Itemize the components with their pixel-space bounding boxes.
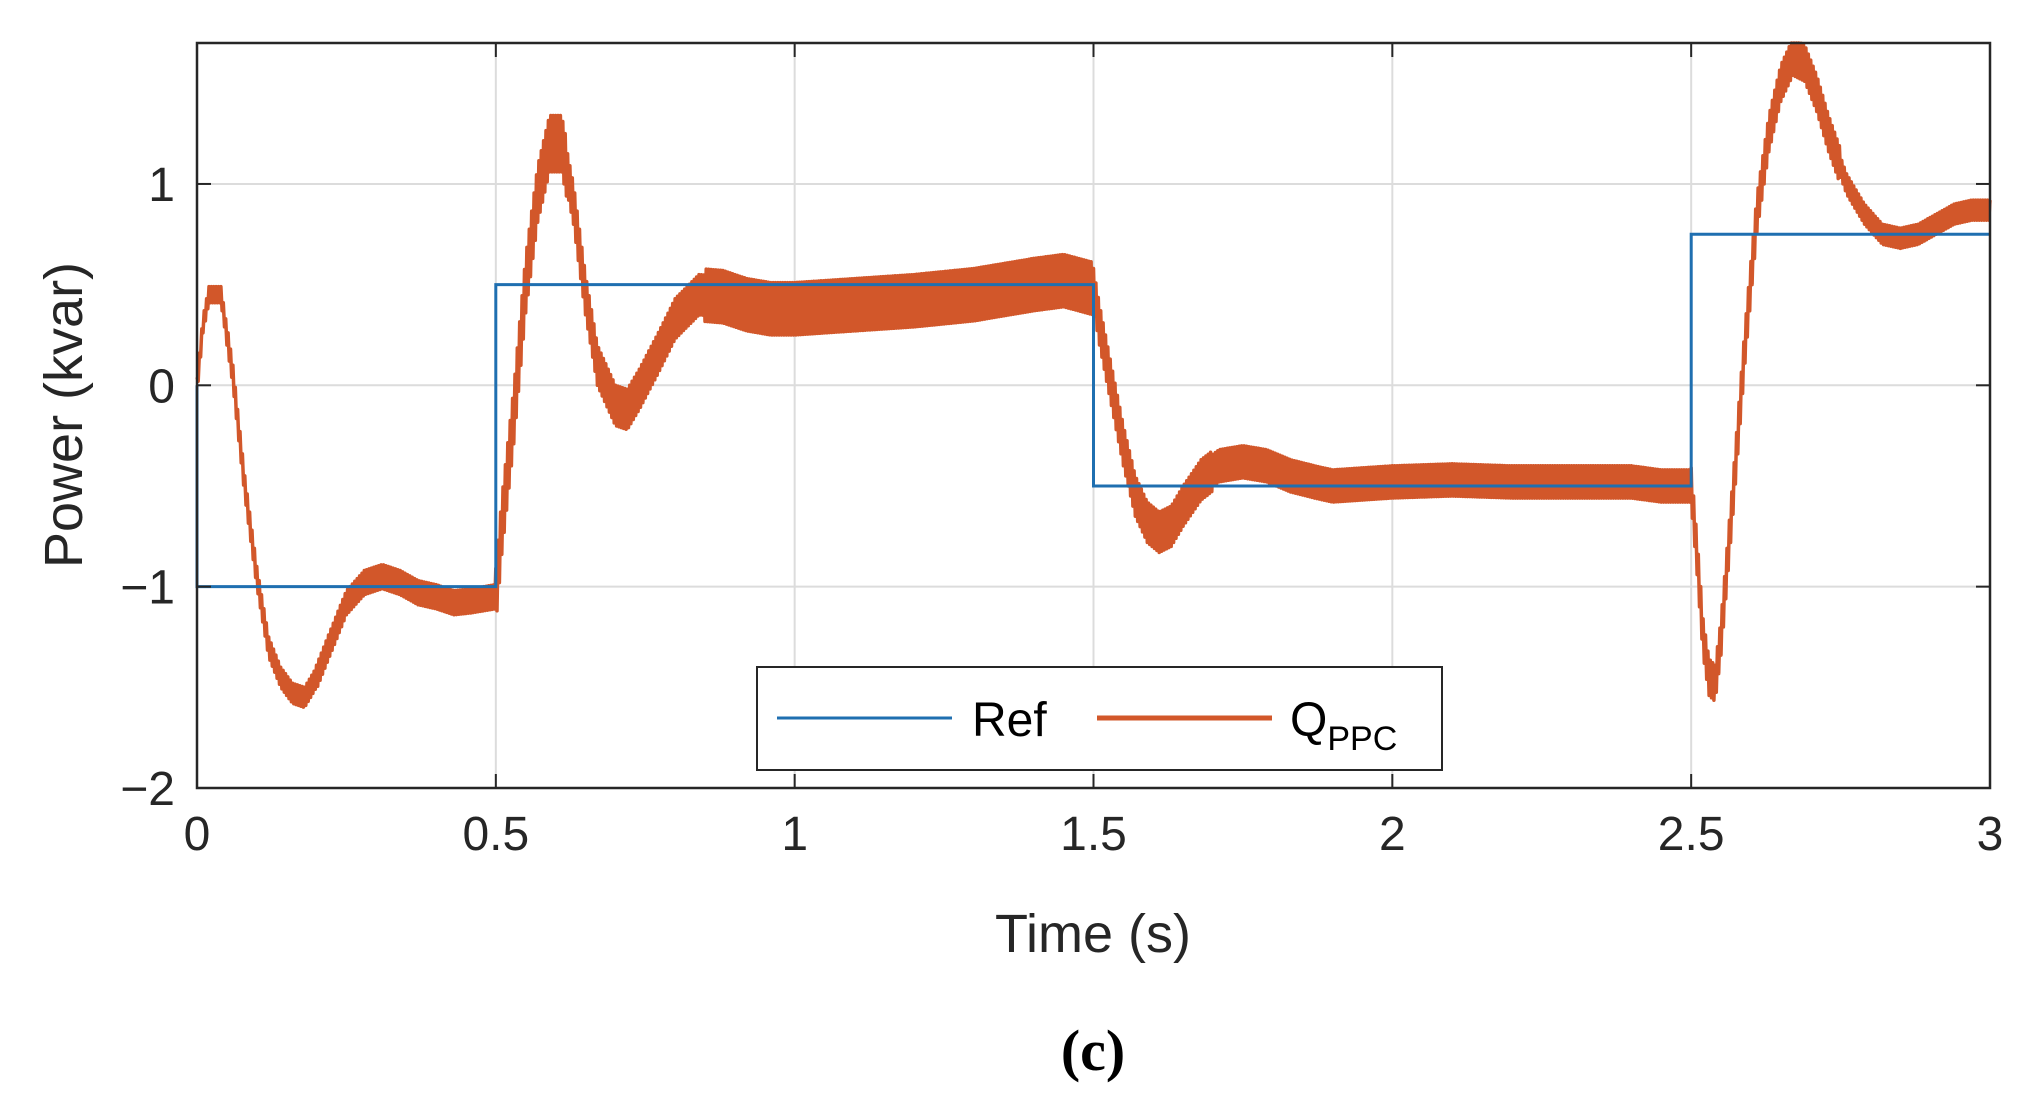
y-tick-label: −1: [120, 562, 175, 615]
y-axis-label: Power (kvar): [34, 262, 94, 568]
y-tick-label: 0: [148, 360, 175, 413]
x-tick-label: 0.5: [462, 808, 529, 861]
series-layer: [195, 41, 1992, 709]
x-tick-label: 1: [781, 808, 808, 861]
ticks: 0 0.5 1 1.5 2 2.5 3 −2 −1 0 1: [120, 43, 2003, 861]
legend-qppc-main: Q: [1290, 694, 1327, 747]
series-ref-line: [195, 232, 1990, 589]
x-tick-label: 3: [1977, 808, 2004, 861]
x-tick-label: 1.5: [1060, 808, 1127, 861]
x-axis-label: Time (s): [995, 904, 1191, 964]
legend-qppc-subscript: PPC: [1327, 720, 1397, 758]
x-tick-label: 2: [1379, 808, 1406, 861]
legend-ref-label: Ref: [972, 694, 1047, 747]
y-tick-label: −2: [120, 763, 175, 816]
legend-qppc-label: QPPC: [1290, 694, 1397, 758]
legend: Ref QPPC: [756, 666, 1443, 771]
figure-caption: (c): [1061, 1018, 1125, 1083]
x-tick-label: 2.5: [1658, 808, 1725, 861]
x-tick-label: 0: [184, 808, 211, 861]
y-tick-label: 1: [148, 159, 175, 212]
